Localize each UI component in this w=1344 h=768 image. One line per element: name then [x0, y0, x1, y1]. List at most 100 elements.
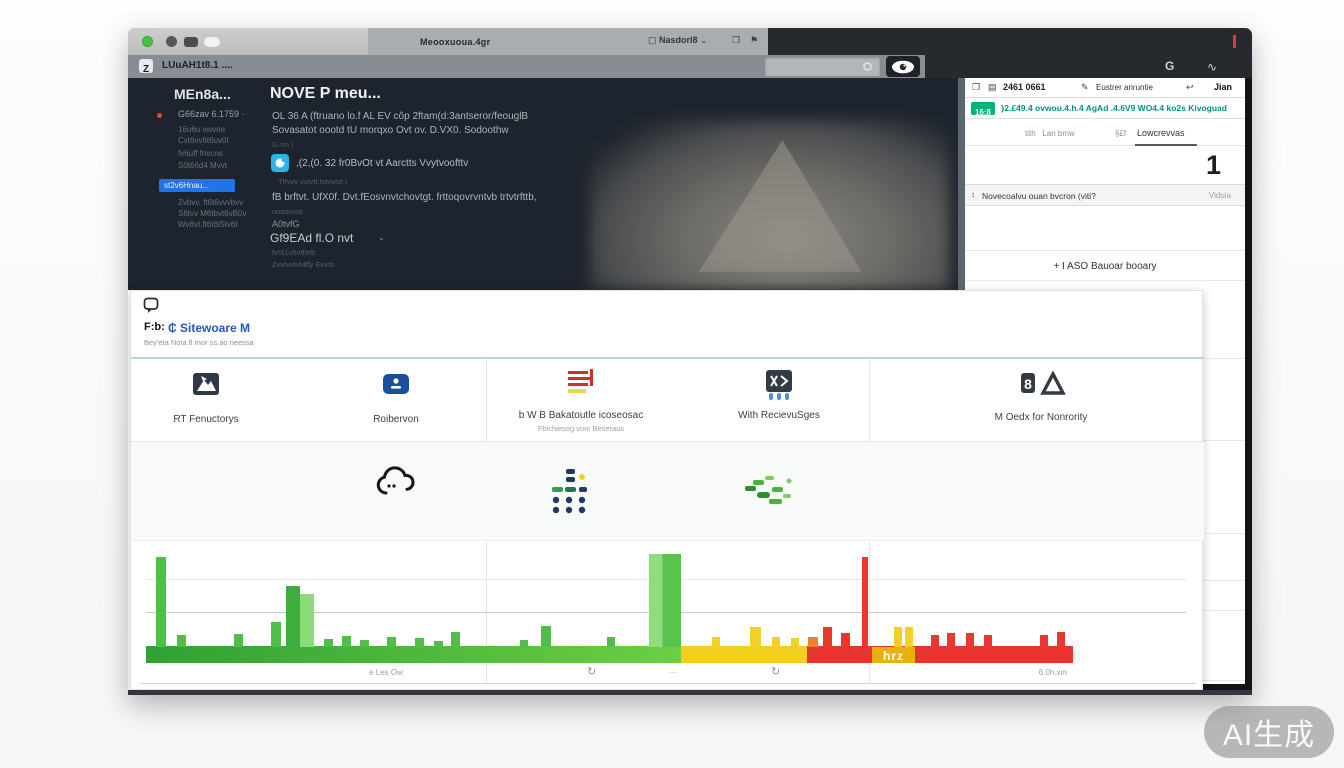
toolbar-pill[interactable] [204, 37, 220, 47]
sidebar-item[interactable]: G66zav 6.1759 · [178, 109, 245, 119]
chart-bar [342, 636, 351, 647]
chart-bar [177, 635, 186, 647]
tab-misc[interactable]: tith Lan bmw [1025, 129, 1075, 138]
sidebar-item-active-label: st2v6Hnau... [164, 181, 209, 190]
sidebar-item[interactable]: Cvt6vv6t6uv0t [178, 136, 229, 145]
feature-column-queue[interactable]: b W B Bakatoutle icoseosac Fbichiesog vo… [491, 367, 671, 433]
chart-bar [1040, 635, 1048, 647]
back-icon[interactable]: ↩ [1186, 82, 1194, 92]
chart-bar [862, 557, 868, 647]
feature-label: M Oedx for Nonrority [994, 412, 1088, 423]
chart-bar [947, 633, 955, 647]
chart-bar [841, 633, 850, 647]
article-line: fB brftvt. UfX0f. Dvt.fEosvnvtchovtgt. f… [272, 192, 537, 203]
secondary-tab[interactable]: ▢ Nasdorl8 ⌄ [648, 35, 708, 46]
sidebar-item[interactable]: 16u6u vwvne [178, 125, 226, 134]
add-library-button[interactable]: + I ASO Bauoar booary [965, 256, 1245, 274]
caret-icon: ⌄ [700, 35, 708, 45]
feature-column-messages[interactable]: With RecievuSges [689, 369, 869, 421]
version-caret-icon[interactable]: ⌄ [378, 233, 385, 242]
chart-bar [607, 637, 615, 647]
status-badge-text: 16:8 [974, 108, 991, 117]
sidebar-item[interactable]: Wv6vt.ft6t6t5tv6t [178, 220, 238, 229]
chart-bar [541, 626, 551, 647]
svg-text:8: 8 [1024, 376, 1032, 392]
result-row-label: Novecoalvu ouan bvcron (viti? [982, 191, 1096, 201]
chart-bar [451, 632, 460, 647]
tab-active[interactable]: Lowcrevvas [1137, 128, 1185, 138]
face-icon [383, 374, 409, 394]
titlebar-dark-section [758, 28, 1252, 55]
devtools-stat: 2461 0661 [1003, 82, 1046, 92]
chart-bar [434, 641, 443, 647]
sidebar-item[interactable]: S0t66d4 Mvvt [178, 161, 227, 170]
card-title[interactable]: ₵ Sitewoare M [168, 321, 251, 335]
grid-icon[interactable]: ▤ [988, 82, 997, 92]
ai-watermark-text: AI生成 [1222, 719, 1316, 752]
article-heading: NOVE P meu... [270, 85, 381, 102]
wave-icon[interactable]: ∿ [1207, 60, 1218, 74]
minimize-button[interactable] [166, 36, 177, 47]
inspect-icon[interactable]: ❐ [972, 82, 981, 92]
eye-icon [892, 60, 914, 73]
sidebar-item[interactable]: fv6uff fnvcns [178, 149, 223, 158]
chart-bar [234, 634, 243, 647]
article-small-2: A0tvfG [272, 219, 300, 229]
request-url: }2.£49.4 ovwou.4.h.4 AgAd .4.6V9 WO4.4 k… [1001, 103, 1227, 113]
close-button[interactable] [142, 36, 153, 47]
chart-bar [324, 639, 333, 647]
bookmark-flag-icon[interactable]: ⚑ [750, 35, 759, 45]
chart-base-segment [146, 646, 681, 663]
feature-label: b W B Bakatoutle icoseosac [518, 410, 644, 421]
refresh-icon[interactable]: ↻ [587, 666, 597, 678]
twitter-icon [271, 154, 289, 172]
eye-button[interactable] [886, 56, 920, 77]
chart-footer-right: 6.0h.xm [1038, 668, 1068, 677]
zoom-button[interactable] [184, 37, 198, 47]
chart-bar [286, 586, 300, 647]
search-input[interactable] [765, 57, 880, 76]
account-g-icon[interactable]: G [1165, 59, 1175, 73]
feature-column-functions[interactable]: RT Fenuctorys [128, 371, 296, 425]
updown-icon: ↕ [971, 190, 975, 199]
window-content: MEn8a... G66zav 6.1759 · 16u6u vwvne Cvt… [128, 78, 1252, 690]
devtools-toolbar: ❐ ▤ 2461 0661 ✎ Eustrer anruntie ↩ Jian [965, 78, 1245, 98]
chart-bar [808, 637, 818, 647]
article-paragraph-2: Sovasatot oootd tU morqxo Ovt ov. D.VX0.… [272, 125, 509, 136]
status-badge: 16:8 [971, 102, 995, 117]
dash-icon: — [669, 668, 677, 677]
hrz-label-box: hrz [872, 647, 915, 663]
photo-cursor-icon [193, 373, 219, 395]
feature-sublabel: Fbichiesog vom Beseraus [537, 424, 625, 433]
notification-dot [157, 113, 162, 118]
refresh-icon[interactable]: ↻ [771, 666, 781, 678]
chart-bar [966, 633, 974, 647]
cloud-icon [376, 466, 415, 495]
chart-bar [360, 640, 369, 647]
article-paragraph-1: OL 36 A (ftruano lo.f AL EV côp 2ftam(d:… [272, 111, 529, 122]
card-subtitle: Bey'eta Nota fl mor ss.ao neessa [144, 338, 254, 347]
feature-column-nonrority[interactable]: 8 M Oedx for Nonrority [951, 370, 1131, 423]
devtools-toolbar-right[interactable]: Jian [1214, 82, 1233, 92]
extension-badge[interactable]: Z [139, 59, 153, 75]
tab-stat[interactable]: §£f [1115, 129, 1127, 138]
sidebar-item[interactable]: S6tvv M6tbvt6vB0v [178, 209, 247, 218]
result-row[interactable]: ↕ Novecoalvu ouan bvcron (viti? Viduia [965, 184, 1245, 206]
feature-column-robot[interactable]: Roibervon [306, 373, 486, 425]
chart-bar [649, 554, 681, 647]
sidebar-item-active[interactable]: st2v6Hnau... [159, 179, 235, 192]
ai-watermark: AI生成 [1204, 706, 1334, 758]
request-row[interactable]: 16:8 }2.£49.4 ovwou.4.h.4 AgAd .4.6V9 WO… [965, 99, 1245, 119]
frame-icon[interactable]: ❐ [732, 35, 741, 45]
browser-tab[interactable]: Meooxuoua.4gr [368, 28, 768, 55]
result-count: 1 [1205, 150, 1221, 180]
chart-bar [415, 638, 424, 647]
chart-bar [750, 627, 761, 647]
browser-window: Meooxuoua.4gr ▢ Nasdorl8 ⌄ ❐ ⚑ G ∿ Z LUu… [128, 28, 1252, 695]
card-title-prefix: F:b: [144, 321, 165, 333]
chart-bar [823, 627, 832, 647]
sidebar-item[interactable]: Zvbvv. ft6t6vvvbvv [178, 198, 244, 207]
embedded-tweet[interactable]: ,(2,(0. 32 fr0BvOt vt Aarctts Vvytvooftt… [271, 154, 691, 174]
pen-icon[interactable]: ✎ [1081, 82, 1089, 92]
chart-bar [1057, 632, 1065, 647]
